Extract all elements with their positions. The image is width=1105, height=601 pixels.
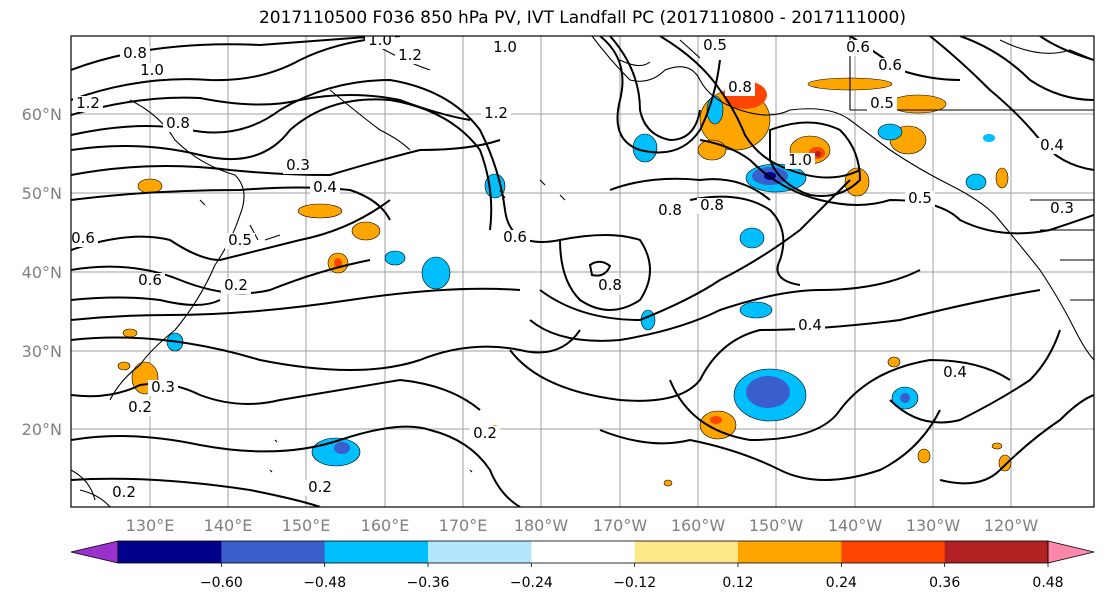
contour-label: 0.8 xyxy=(598,276,622,294)
map-title: 2017110500 F036 850 hPa PV, IVT Landfall… xyxy=(258,8,906,28)
lon-tick-label: 170°W xyxy=(593,516,648,535)
colorbar-segment xyxy=(841,541,946,563)
contour-label: 1.0 xyxy=(493,38,517,56)
colorbar-tick-label: 0.12 xyxy=(722,575,753,591)
lon-tick-label: 180°W xyxy=(514,516,569,535)
colorbar-extend-high xyxy=(1047,540,1095,564)
lon-tick-label: 150°W xyxy=(749,516,804,535)
lon-tick-label: 140°E xyxy=(204,516,253,535)
shaded-anomalies xyxy=(117,77,1012,487)
contour-label: 0.2 xyxy=(224,276,248,294)
colorbar-segment xyxy=(531,541,636,563)
contour-label: 0.8 xyxy=(123,44,147,62)
colorbar-segment xyxy=(118,541,222,563)
lat-tick-label: 50°N xyxy=(22,184,62,203)
lat-tick-label: 40°N xyxy=(22,263,62,282)
contour-label: 0.5 xyxy=(703,36,727,54)
colorbar-segment xyxy=(944,541,1049,563)
colorbar-tick-label: −0.24 xyxy=(510,575,553,591)
contour-label: 0.8 xyxy=(166,114,190,132)
latitude-labels: 60°N 50°N 40°N 30°N 20°N xyxy=(22,105,62,439)
contour-label: 0.6 xyxy=(846,38,870,56)
colorbar-tick-label: −0.36 xyxy=(407,575,450,591)
lon-tick-label: 140°W xyxy=(828,516,883,535)
contour-label: 0.2 xyxy=(308,478,332,496)
colorbar-segment xyxy=(221,541,326,563)
lat-tick-label: 30°N xyxy=(22,342,62,361)
contour-label: 0.6 xyxy=(878,56,902,74)
contour-label: 0.2 xyxy=(112,483,136,501)
colorbar-segment xyxy=(738,541,842,563)
colorbar-segment xyxy=(634,541,739,563)
lat-tick-label: 20°N xyxy=(22,420,62,439)
contour-label: 0.3 xyxy=(286,156,310,174)
lon-tick-label: 170°E xyxy=(439,516,488,535)
lon-tick-label: 130°W xyxy=(906,516,961,535)
colorbar-segment xyxy=(324,541,429,563)
colorbar-tick-label: −0.12 xyxy=(613,575,656,591)
contour-label: 1.0 xyxy=(368,31,392,49)
contour-label: 0.8 xyxy=(658,201,682,219)
lon-tick-label: 160°W xyxy=(671,516,726,535)
contour-label: 0.8 xyxy=(700,196,724,214)
colorbar-tick-label: 0.24 xyxy=(826,575,857,591)
coastlines xyxy=(71,36,1094,507)
lon-tick-label: 130°E xyxy=(126,516,175,535)
contour-label: 0.2 xyxy=(128,398,152,416)
lon-tick-label: 120°W xyxy=(984,516,1039,535)
contour-label: 0.6 xyxy=(503,228,527,246)
contour-label: 0.4 xyxy=(798,316,822,334)
contour-labels: 0.81.01.21.01.2 1.0 0.5 0.60.60.50.80.41.20… xyxy=(71,31,1077,501)
lon-tick-label: 150°E xyxy=(282,516,331,535)
contour-label: 0.3 xyxy=(1050,199,1074,217)
contour-label: 0.4 xyxy=(1040,136,1064,154)
contour-label: 0.8 xyxy=(728,78,752,96)
colorbar-segment xyxy=(428,541,532,563)
longitude-labels: 130°E 140°E 150°E 160°E 170°E 180°W 170°W 160°W… xyxy=(126,516,1039,535)
contour-label: 0.4 xyxy=(313,178,337,196)
colorbar: −0.60 −0.48 −0.36 −0.24 −0.12 0.12 0.24 0.36 0.4… xyxy=(70,540,1095,591)
contour-label: 0.6 xyxy=(138,271,162,289)
colorbar-tick-label: −0.60 xyxy=(200,575,243,591)
lat-tick-label: 60°N xyxy=(22,105,62,124)
contour-label: 0.6 xyxy=(71,229,95,247)
contour-label: 0.2 xyxy=(473,424,497,442)
contour-label: 1.2 xyxy=(484,104,508,122)
contour-label: 0.5 xyxy=(908,189,932,207)
contour-label: 1.2 xyxy=(76,94,100,112)
map-border xyxy=(70,35,1095,508)
contour-label: 0.4 xyxy=(943,363,967,381)
colorbar-tick-label: −0.48 xyxy=(303,575,346,591)
colorbar-tick-label: 0.36 xyxy=(929,575,960,591)
contour-label: 0.5 xyxy=(228,231,252,249)
contour-label: 1.0 xyxy=(788,151,812,169)
contour-label: 0.5 xyxy=(870,94,894,112)
pv-contours xyxy=(71,36,1094,507)
colorbar-tick-label: 0.48 xyxy=(1032,575,1063,591)
colorbar-extend-low xyxy=(70,540,119,564)
lon-tick-label: 160°E xyxy=(361,516,410,535)
contour-label: 1.0 xyxy=(140,61,164,79)
contour-label: 1.2 xyxy=(398,46,422,64)
contour-label: 0.3 xyxy=(151,378,175,396)
